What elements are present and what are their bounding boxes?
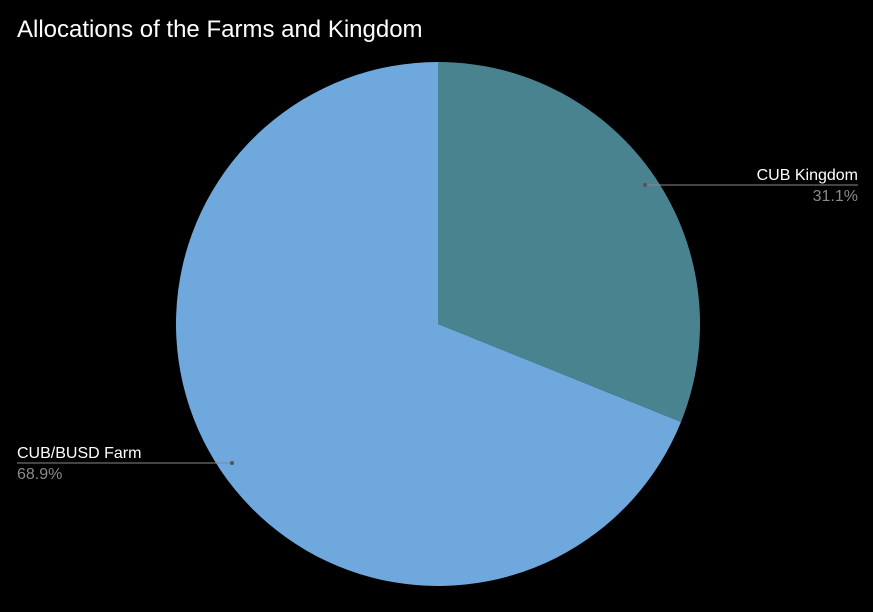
- leader-marker: [230, 461, 234, 465]
- pie-slice-cub-kingdom: [438, 62, 701, 422]
- slice-percent-label: 31.1%: [813, 188, 858, 205]
- slice-label: CUB/BUSD Farm: [17, 445, 141, 462]
- leader-marker: [643, 183, 647, 187]
- pie-slice-cub-busd-farm: [176, 62, 681, 586]
- chart-title: Allocations of the Farms and Kingdom: [17, 16, 423, 43]
- slice-percent-label: 68.9%: [17, 466, 62, 483]
- slice-label: CUB Kingdom: [757, 167, 858, 184]
